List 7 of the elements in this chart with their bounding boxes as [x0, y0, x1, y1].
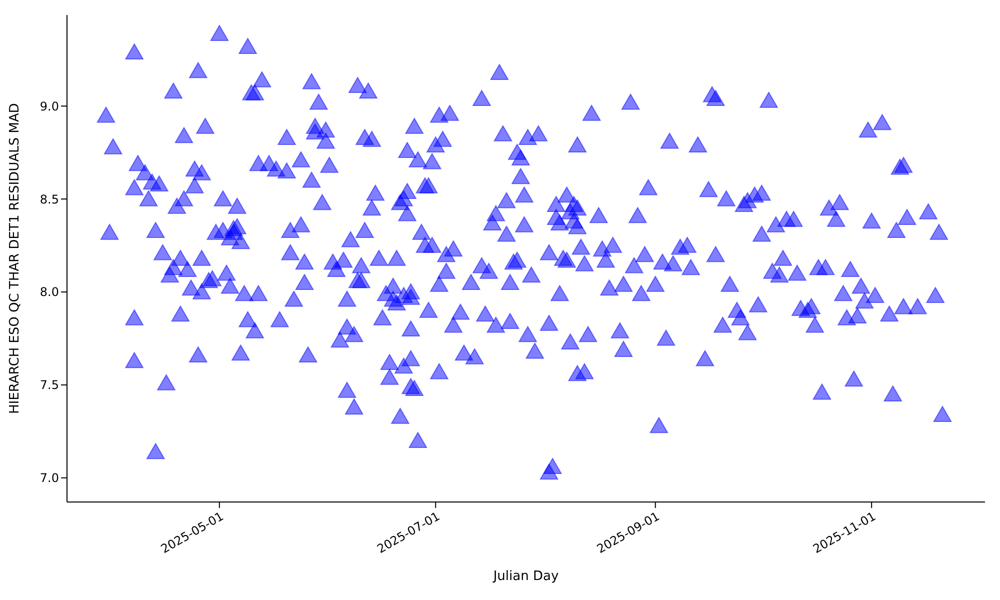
- y-tick-label: 7.5: [40, 378, 59, 392]
- y-tick-label: 9.0: [40, 99, 59, 114]
- y-axis-title: HIERARCH ESO QC THAR DET1 RESIDUALS MAD: [8, 103, 23, 414]
- y-tick-label: 7.0: [40, 471, 59, 486]
- x-axis-title: Julian Day: [492, 569, 559, 584]
- y-tick-label: 8.0: [40, 285, 59, 300]
- y-tick-label: 8.5: [40, 192, 59, 206]
